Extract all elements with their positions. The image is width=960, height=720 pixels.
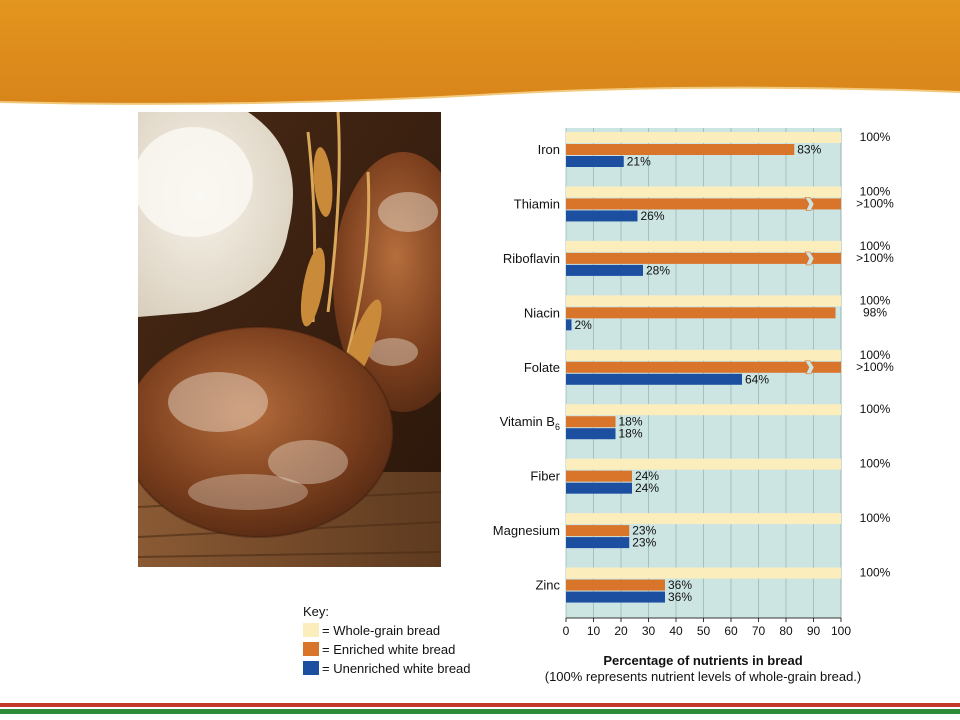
bar-unenriched-fiber xyxy=(566,482,632,494)
label-whole-grain-iron: 100% xyxy=(860,130,891,144)
x-tick-label-80: 80 xyxy=(779,624,793,638)
bar-whole-grain-thiamin xyxy=(566,186,841,198)
bar-enriched-vitamin-b6 xyxy=(566,416,616,428)
label-whole-grain-riboflavin: 100% xyxy=(860,239,891,253)
label-unenriched-thiamin: 26% xyxy=(641,209,665,223)
bar-whole-grain-magnesium xyxy=(566,513,841,525)
legend-swatch-unenriched xyxy=(303,661,319,675)
label-whole-grain-niacin: 100% xyxy=(860,293,891,307)
bread-with-wheat-photo xyxy=(138,112,441,567)
bar-enriched-riboflavin xyxy=(566,252,841,264)
category-label-fiber: Fiber xyxy=(530,469,560,484)
label-unenriched-vitamin-b6: 18% xyxy=(619,427,643,441)
category-label-riboflavin: Riboflavin xyxy=(503,251,560,266)
bar-unenriched-niacin xyxy=(566,319,572,331)
label-unenriched-folate: 64% xyxy=(745,372,769,386)
label-whole-grain-vitamin-b6: 100% xyxy=(860,402,891,416)
x-tick-label-100: 100 xyxy=(831,624,851,638)
legend-title: Key: xyxy=(303,604,330,619)
legend-swatch-enriched xyxy=(303,642,319,656)
bar-enriched-fiber xyxy=(566,470,632,482)
x-tick-label-40: 40 xyxy=(669,624,683,638)
header-banner xyxy=(0,0,960,105)
bar-unenriched-zinc xyxy=(566,591,665,603)
bar-whole-grain-riboflavin xyxy=(566,240,841,252)
legend-label-enriched: = Enriched white bread xyxy=(322,641,456,657)
bar-enriched-iron xyxy=(566,144,795,155)
label-enriched-fiber: 24% xyxy=(635,469,659,483)
label-enriched-thiamin: >100% xyxy=(856,196,894,210)
bar-unenriched-iron xyxy=(566,156,624,167)
category-label-folate: Folate xyxy=(524,360,560,375)
label-unenriched-fiber: 24% xyxy=(635,481,659,495)
x-tick-label-70: 70 xyxy=(752,624,766,638)
category-label-iron: Iron xyxy=(538,142,560,157)
axis-break-thiamin xyxy=(804,197,815,211)
x-tick-label-50: 50 xyxy=(697,624,711,638)
label-whole-grain-zinc: 100% xyxy=(860,566,891,580)
label-enriched-magnesium: 23% xyxy=(632,524,656,538)
bar-enriched-zinc xyxy=(566,579,665,591)
x-tick-label-60: 60 xyxy=(724,624,738,638)
label-whole-grain-thiamin: 100% xyxy=(860,184,891,198)
axis-break-riboflavin xyxy=(804,251,815,266)
legend-item-enriched: = Enriched white bread xyxy=(303,641,455,657)
label-unenriched-riboflavin: 28% xyxy=(646,263,670,277)
bar-unenriched-thiamin xyxy=(566,210,638,222)
x-tick-label-0: 0 xyxy=(563,624,570,638)
label-whole-grain-fiber: 100% xyxy=(860,457,891,471)
x-tick-label-20: 20 xyxy=(614,624,628,638)
category-label-zinc: Zinc xyxy=(535,578,560,593)
bar-whole-grain-vitamin-b6 xyxy=(566,404,841,416)
label-enriched-niacin: 98% xyxy=(863,305,887,319)
legend-label-whole-grain: = Whole-grain bread xyxy=(322,622,441,638)
bar-whole-grain-fiber xyxy=(566,458,841,470)
legend-item-whole-grain: = Whole-grain bread xyxy=(303,622,440,638)
bar-enriched-niacin xyxy=(566,307,836,319)
bar-unenriched-vitamin-b6 xyxy=(566,428,616,440)
x-tick-label-90: 90 xyxy=(807,624,821,638)
label-enriched-riboflavin: >100% xyxy=(856,251,894,265)
bar-enriched-thiamin xyxy=(566,198,841,210)
bar-whole-grain-zinc xyxy=(566,567,841,579)
category-label-magnesium: Magnesium xyxy=(493,523,560,538)
label-whole-grain-folate: 100% xyxy=(860,348,891,362)
bar-unenriched-folate xyxy=(566,373,742,385)
bar-enriched-folate xyxy=(566,361,841,373)
label-unenriched-magnesium: 23% xyxy=(632,536,656,550)
bar-unenriched-magnesium xyxy=(566,537,630,549)
nutrient-bar-chart: 100%83%21%Iron100%>100%26%Thiamin100%>10… xyxy=(493,128,894,684)
category-label-thiamin: Thiamin xyxy=(514,196,560,211)
x-axis-title: Percentage of nutrients in bread xyxy=(603,653,802,668)
label-unenriched-iron: 21% xyxy=(627,155,651,169)
bar-unenriched-riboflavin xyxy=(566,264,643,276)
x-axis-note: (100% represents nutrient levels of whol… xyxy=(545,669,862,684)
bar-enriched-magnesium xyxy=(566,525,630,537)
legend-item-unenriched: = Unenriched white bread xyxy=(303,660,471,676)
category-label-niacin: Niacin xyxy=(524,305,560,320)
label-enriched-vitamin-b6: 18% xyxy=(619,415,643,429)
label-enriched-zinc: 36% xyxy=(668,578,692,592)
label-unenriched-zinc: 36% xyxy=(668,590,692,604)
category-label-vitamin-b6: Vitamin B6 xyxy=(500,414,560,432)
label-whole-grain-magnesium: 100% xyxy=(860,511,891,525)
legend-label-unenriched: = Unenriched white bread xyxy=(322,660,471,676)
footer-stripes xyxy=(0,703,960,714)
x-tick-label-30: 30 xyxy=(642,624,656,638)
axis-break-folate xyxy=(804,360,815,375)
label-enriched-iron: 83% xyxy=(797,143,821,157)
label-unenriched-niacin: 2% xyxy=(575,318,593,332)
bar-whole-grain-folate xyxy=(566,349,841,361)
label-enriched-folate: >100% xyxy=(856,360,894,374)
x-tick-label-10: 10 xyxy=(587,624,601,638)
bar-whole-grain-iron xyxy=(566,132,841,143)
chart-legend: Key: = Whole-grain bread = Enriched whit… xyxy=(303,604,503,680)
bar-whole-grain-niacin xyxy=(566,295,841,307)
legend-swatch-whole-grain xyxy=(303,623,319,637)
